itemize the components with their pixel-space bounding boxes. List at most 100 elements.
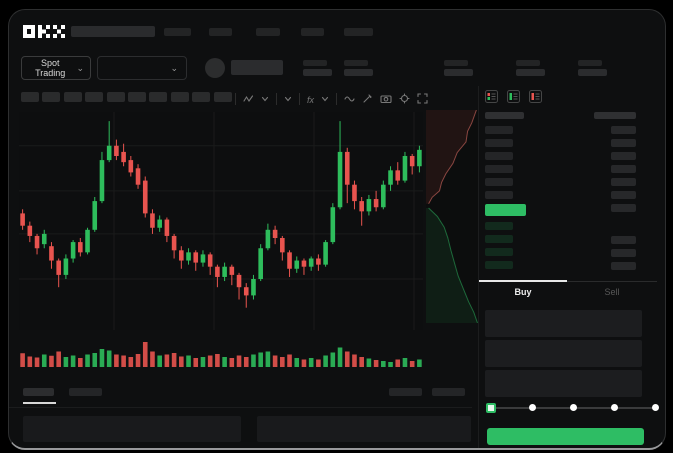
buy-button[interactable] bbox=[487, 428, 644, 445]
chart-interval-placeholder[interactable] bbox=[42, 92, 61, 102]
chart-interval-placeholder[interactable] bbox=[85, 92, 104, 102]
stat-label-placeholder bbox=[444, 60, 468, 66]
stat-value-placeholder bbox=[303, 69, 332, 76]
okx-logo-icon bbox=[23, 25, 65, 38]
bid-amount-placeholder bbox=[611, 262, 636, 270]
book-bids-icon[interactable] bbox=[507, 90, 520, 108]
total-input-placeholder[interactable] bbox=[485, 370, 642, 397]
stat-label-placeholder bbox=[516, 60, 540, 66]
camera-icon[interactable] bbox=[380, 93, 392, 104]
chart-interval-placeholder[interactable] bbox=[213, 92, 232, 102]
caret-down-icon[interactable] bbox=[321, 95, 329, 103]
chevron-down-icon: ⌄ bbox=[170, 62, 178, 73]
ask-amount-placeholder bbox=[611, 204, 636, 212]
tab-buy[interactable]: Buy bbox=[514, 287, 532, 297]
chart-interval-placeholder[interactable] bbox=[149, 92, 168, 102]
caret-down-icon[interactable] bbox=[261, 95, 269, 103]
bottom-divider bbox=[9, 407, 472, 408]
okx-logo[interactable] bbox=[23, 23, 65, 40]
chart-interval-placeholder[interactable] bbox=[63, 92, 82, 102]
tab-sell[interactable]: Sell bbox=[604, 287, 620, 297]
bottom-tab-active-underline bbox=[23, 402, 56, 404]
app-window: Spot Trading ⌄ ⌄ fx Buy Sell bbox=[8, 9, 666, 450]
stat-value-placeholder bbox=[444, 69, 473, 76]
chart-interval-placeholder[interactable] bbox=[192, 92, 211, 102]
stat-value-placeholder bbox=[578, 69, 607, 76]
market-type-label: Spot Trading bbox=[35, 58, 66, 78]
chart-toolbar-icons: fx bbox=[235, 91, 428, 106]
depth-chart[interactable] bbox=[426, 110, 478, 323]
draw-pencil-icon[interactable] bbox=[362, 93, 373, 104]
caret-down-icon[interactable] bbox=[284, 95, 292, 103]
nav-item-placeholder[interactable] bbox=[301, 28, 324, 36]
slider-stop[interactable] bbox=[610, 404, 618, 411]
indicator-zigzag-icon[interactable] bbox=[243, 93, 254, 104]
orderbook-header-price-placeholder bbox=[485, 112, 524, 119]
panel-divider bbox=[478, 86, 479, 448]
amount-input-placeholder[interactable] bbox=[485, 340, 642, 367]
chevron-down-icon: ⌄ bbox=[76, 62, 84, 73]
bid-amount-placeholder bbox=[611, 236, 636, 244]
fx-indicator-icon[interactable]: fx bbox=[307, 94, 315, 105]
price-input-placeholder[interactable] bbox=[485, 310, 642, 337]
chart-interval-placeholder[interactable] bbox=[106, 92, 125, 102]
book-asks-icon[interactable] bbox=[529, 90, 542, 108]
bid-price-placeholder[interactable] bbox=[485, 248, 513, 256]
slider-handle[interactable] bbox=[486, 403, 496, 413]
ask-amount-placeholder bbox=[611, 178, 636, 186]
slider-stop[interactable] bbox=[651, 404, 659, 411]
slider-stop[interactable] bbox=[569, 404, 577, 411]
ask-price-placeholder[interactable] bbox=[485, 139, 513, 147]
chart-interval-placeholder[interactable] bbox=[170, 92, 189, 102]
slider-stop[interactable] bbox=[528, 404, 536, 411]
toolbar-separator bbox=[235, 92, 236, 105]
active-tab-indicator bbox=[479, 280, 567, 282]
line-wave-icon[interactable] bbox=[344, 93, 355, 104]
orderbook-header-amount-placeholder bbox=[594, 112, 636, 119]
pair-name-placeholder bbox=[231, 60, 283, 75]
toolbar-separator bbox=[276, 92, 277, 105]
bid-price-placeholder[interactable] bbox=[485, 222, 513, 230]
orderbook-view-toggles bbox=[485, 90, 542, 108]
trade-tabs-divider bbox=[479, 281, 657, 282]
ask-amount-placeholder bbox=[611, 191, 636, 199]
stat-label-placeholder bbox=[344, 60, 368, 66]
volume-bars bbox=[20, 342, 422, 367]
ask-price-placeholder[interactable] bbox=[485, 178, 513, 186]
bottom-content-block bbox=[257, 416, 471, 442]
stat-label-placeholder bbox=[303, 60, 327, 66]
fullscreen-icon[interactable] bbox=[417, 93, 428, 104]
ask-amount-placeholder bbox=[611, 152, 636, 160]
chart-interval-placeholder[interactable] bbox=[128, 92, 146, 102]
ask-price-placeholder[interactable] bbox=[485, 152, 513, 160]
nav-item-placeholder[interactable] bbox=[164, 28, 191, 36]
search-placeholder[interactable] bbox=[71, 26, 155, 37]
stat-value-placeholder bbox=[344, 69, 373, 76]
pair-selector-dropdown[interactable]: ⌄ bbox=[97, 56, 187, 80]
bid-amount-placeholder bbox=[611, 249, 636, 257]
candlestick-chart[interactable] bbox=[19, 112, 423, 330]
stat-value-placeholder bbox=[516, 69, 545, 76]
book-combined-icon[interactable] bbox=[485, 90, 498, 108]
ask-price-placeholder[interactable] bbox=[485, 191, 513, 199]
settings-gear-icon[interactable] bbox=[399, 93, 410, 104]
bid-price-placeholder[interactable] bbox=[485, 235, 513, 243]
market-type-dropdown[interactable]: Spot Trading ⌄ bbox=[21, 56, 91, 80]
bottom-action-placeholder[interactable] bbox=[432, 388, 465, 396]
ask-amount-placeholder bbox=[611, 165, 636, 173]
stat-label-placeholder bbox=[578, 60, 602, 66]
bottom-tab-active-placeholder[interactable] bbox=[23, 388, 54, 396]
pair-avatar bbox=[205, 58, 225, 78]
chart-interval-placeholder[interactable] bbox=[21, 92, 39, 102]
ask-price-placeholder[interactable] bbox=[485, 165, 513, 173]
bottom-action-placeholder[interactable] bbox=[389, 388, 422, 396]
toolbar-separator bbox=[299, 92, 300, 105]
bottom-tab-placeholder[interactable] bbox=[69, 388, 102, 396]
nav-item-placeholder[interactable] bbox=[209, 28, 232, 36]
ask-price-placeholder[interactable] bbox=[485, 126, 513, 134]
nav-item-placeholder[interactable] bbox=[344, 28, 373, 36]
nav-item-placeholder[interactable] bbox=[256, 28, 280, 36]
bid-price-placeholder[interactable] bbox=[485, 261, 513, 269]
last-price-indicator[interactable] bbox=[485, 204, 526, 216]
ask-amount-placeholder bbox=[611, 139, 636, 147]
